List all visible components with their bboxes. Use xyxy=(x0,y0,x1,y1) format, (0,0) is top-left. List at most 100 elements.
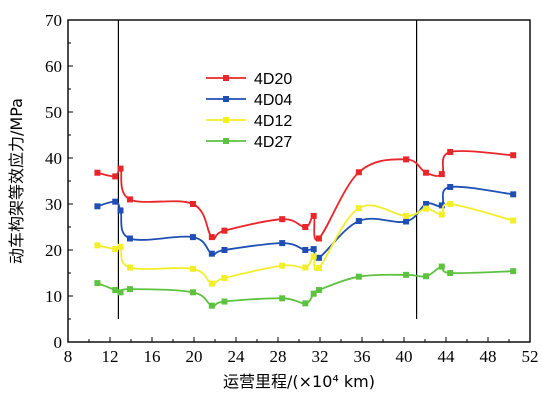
x-tick-label: 44 xyxy=(438,347,456,366)
data-point xyxy=(403,218,410,225)
y-tick-label: 40 xyxy=(45,149,62,168)
legend-item: 4D04 xyxy=(206,92,292,109)
data-point xyxy=(126,264,133,271)
data-point xyxy=(94,169,101,176)
data-point xyxy=(189,234,196,241)
legend-swatch-marker xyxy=(223,96,229,102)
legend-swatch-marker xyxy=(223,138,229,144)
data-point xyxy=(447,270,454,276)
data-point xyxy=(208,234,215,241)
series-4D27 xyxy=(94,263,517,309)
data-point xyxy=(423,273,430,280)
legend-label: 4D20 xyxy=(254,71,292,88)
x-tick-label: 8 xyxy=(64,347,73,366)
data-point xyxy=(438,263,445,270)
data-point xyxy=(117,165,124,172)
data-point xyxy=(510,191,517,198)
data-point xyxy=(302,300,309,307)
data-point xyxy=(189,289,196,296)
data-point xyxy=(310,253,317,260)
y-tick-label: 30 xyxy=(45,195,62,214)
x-tick-label: 36 xyxy=(354,347,371,366)
data-point xyxy=(403,212,410,219)
data-point xyxy=(117,243,124,250)
data-point xyxy=(310,212,317,219)
y-tick-label: 60 xyxy=(45,57,62,76)
data-point xyxy=(355,205,362,212)
legend-swatch-marker xyxy=(223,117,229,123)
data-point xyxy=(302,264,309,271)
x-tick-label: 48 xyxy=(480,347,497,366)
series-4D20 xyxy=(94,149,517,242)
legend-swatch-marker xyxy=(223,75,229,81)
plot-frame xyxy=(67,19,531,343)
x-axis-title: 运营里程/(×10⁴ km) xyxy=(223,372,375,391)
y-axis-title: 动车构架等效应力/MPa xyxy=(7,98,26,264)
series-4D12 xyxy=(94,201,517,287)
data-point xyxy=(310,290,317,297)
data-point xyxy=(510,152,517,159)
legend-item: 4D12 xyxy=(206,113,292,130)
y-tick-label: 20 xyxy=(45,241,62,260)
y-tick-label: 10 xyxy=(45,287,62,306)
data-point xyxy=(510,217,517,224)
data-point xyxy=(279,295,286,302)
data-point xyxy=(315,287,322,294)
data-point xyxy=(189,265,196,272)
x-tick-label: 32 xyxy=(312,347,329,366)
data-point xyxy=(279,216,286,223)
data-point xyxy=(208,250,215,257)
data-point xyxy=(403,156,410,163)
data-point xyxy=(94,242,101,249)
data-point xyxy=(438,211,445,218)
data-point xyxy=(112,287,119,294)
data-point xyxy=(94,203,101,210)
data-point xyxy=(423,205,430,212)
data-point xyxy=(126,235,133,242)
data-point xyxy=(447,201,454,207)
legend-label: 4D27 xyxy=(254,134,292,151)
y-tick-label: 50 xyxy=(45,103,62,122)
y-tick-label: 70 xyxy=(45,11,62,30)
legend-label: 4D04 xyxy=(254,92,292,109)
data-point xyxy=(310,246,317,253)
data-point xyxy=(279,240,286,247)
x-tick-label: 28 xyxy=(270,347,287,366)
data-point xyxy=(112,198,119,205)
y-tick-label: 0 xyxy=(54,333,63,352)
x-tick-label: 40 xyxy=(396,347,413,366)
data-point xyxy=(447,183,454,190)
data-point xyxy=(315,264,322,271)
data-point xyxy=(189,201,196,207)
x-tick-label: 52 xyxy=(522,347,539,366)
data-point xyxy=(423,201,430,207)
data-point xyxy=(355,273,362,280)
x-tick-label: 12 xyxy=(102,347,119,366)
data-point xyxy=(126,286,133,293)
vertical-markers xyxy=(117,20,418,319)
data-point xyxy=(112,173,119,180)
legend-item: 4D20 xyxy=(206,71,292,88)
data-point xyxy=(302,224,309,230)
data-point xyxy=(117,289,124,296)
data-point xyxy=(112,246,119,253)
x-tick-label: 20 xyxy=(186,347,203,366)
x-tick-label: 24 xyxy=(228,347,246,366)
data-point xyxy=(510,268,517,275)
data-point xyxy=(221,298,228,305)
series-4D04 xyxy=(94,183,517,261)
legend: 4D20 4D04 4D12 4D27 xyxy=(206,71,292,151)
series-layer xyxy=(94,149,517,309)
data-point xyxy=(315,235,322,242)
x-tick-label: 16 xyxy=(144,347,161,366)
data-point xyxy=(355,218,362,225)
legend-label: 4D12 xyxy=(254,113,292,130)
data-point xyxy=(438,202,445,209)
data-point xyxy=(355,169,362,176)
data-point xyxy=(447,149,454,156)
data-point xyxy=(279,262,286,269)
data-point xyxy=(126,196,133,203)
axes: 8 12 16 20 24 28 32 36 40 44 48 52 0 10 20 30 40 50 60 70 xyxy=(45,11,539,366)
data-point xyxy=(221,275,228,282)
